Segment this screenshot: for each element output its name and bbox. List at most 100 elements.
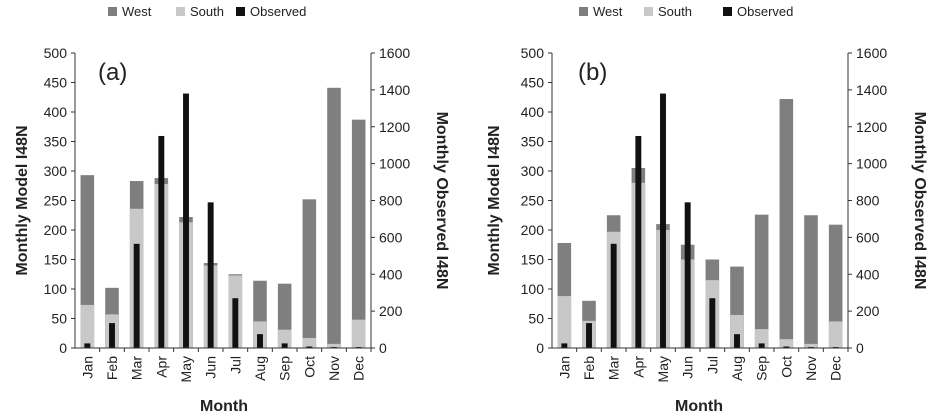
bar-west xyxy=(351,119,366,348)
y2-tick-label: 600 xyxy=(856,229,880,245)
x-tick-label: Apr xyxy=(153,356,169,378)
x-tick-label: Sep xyxy=(754,356,770,381)
bar-south xyxy=(754,329,769,348)
bar-observed xyxy=(758,343,765,348)
x-tick-label: Nov xyxy=(803,356,819,381)
legend-label-observed: Observed xyxy=(250,4,306,19)
x-tick-label: Aug xyxy=(252,356,268,381)
y-tick-label: 300 xyxy=(44,163,68,179)
y-tick-label: 150 xyxy=(521,252,545,268)
y2-tick-label: 1200 xyxy=(379,119,410,135)
chart-panel-b: West South Observed (b) 0 50 100 150 200 250 300 35… xyxy=(486,4,928,415)
y-tick-label: 400 xyxy=(521,104,545,120)
bar-south xyxy=(302,337,317,348)
y2-tick-label: 1000 xyxy=(379,156,410,172)
bar-west xyxy=(779,99,794,349)
y-tick-label: 50 xyxy=(528,311,544,327)
x-tick-label: Dec xyxy=(828,356,844,381)
bar-observed xyxy=(635,135,642,348)
bar-south xyxy=(557,296,572,348)
bar-observed xyxy=(709,298,716,348)
y-tick-label: 450 xyxy=(44,75,68,91)
x-axis-title: Month xyxy=(200,398,248,415)
y-tick-label: 200 xyxy=(521,222,545,238)
bar-observed xyxy=(684,202,691,348)
y2-tick-label: 1400 xyxy=(379,82,410,98)
bar-observed xyxy=(183,93,189,348)
y-tick-label: 500 xyxy=(521,45,545,61)
x-tick-label: May xyxy=(655,356,671,382)
x-tick-label: Jun xyxy=(680,356,696,379)
x-tick-label: Sep xyxy=(277,356,293,381)
legend-swatch-west xyxy=(579,7,588,16)
y-axis-title: Monthly Model I48N xyxy=(14,125,31,275)
y2-tick-label: 400 xyxy=(856,266,880,282)
y2-axis-title: Monthly Observed I48N xyxy=(911,112,928,290)
y-tick-label: 350 xyxy=(521,134,545,150)
y2-axis-title: Monthly Observed I48N xyxy=(433,112,450,290)
y2-tick-label: 0 xyxy=(856,340,864,356)
y2-tick-label: 1600 xyxy=(379,45,410,61)
bar-south xyxy=(730,314,744,348)
bar-observed xyxy=(133,243,140,348)
y-tick-label: 0 xyxy=(536,340,544,356)
x-tick-label: Jun xyxy=(203,356,219,379)
bar-south xyxy=(327,343,341,348)
x-tick-label: Feb xyxy=(104,356,120,380)
y2-tick-label: 1000 xyxy=(856,156,887,172)
bar-observed xyxy=(257,334,263,348)
bar-south xyxy=(828,321,843,348)
bar-west xyxy=(754,214,769,348)
legend-label-observed: Observed xyxy=(737,4,793,19)
y-tick-label: 400 xyxy=(44,104,68,120)
x-tick-label: Mar xyxy=(606,356,622,380)
chart-panel-a: West South Observed (a) 0 50 100 150 200 250 300 35… xyxy=(14,4,450,415)
y-tick-label: 350 xyxy=(44,134,68,150)
legend-label-south: South xyxy=(190,4,224,19)
bar-south xyxy=(779,339,794,348)
y-tick-label: 50 xyxy=(51,311,67,327)
panel-label: (b) xyxy=(578,59,607,86)
y-tick-label: 0 xyxy=(59,340,67,356)
x-axis-title: Month xyxy=(675,398,723,415)
panel-label: (a) xyxy=(98,59,127,86)
x-tick-label: Jan xyxy=(79,356,95,379)
legend-label-south: South xyxy=(658,4,692,19)
x-tick-label: Jul xyxy=(227,356,243,374)
y-tick-label: 300 xyxy=(521,163,545,179)
y2-tick-label: 200 xyxy=(856,303,880,319)
bar-south xyxy=(804,343,818,348)
y-tick-label: 100 xyxy=(44,281,68,297)
bar-west xyxy=(828,224,843,348)
y-tick-label: 250 xyxy=(44,193,68,209)
y-tick-label: 500 xyxy=(44,45,68,61)
bar-south xyxy=(277,329,292,348)
legend-swatch-south xyxy=(644,7,653,16)
y2-tick-label: 400 xyxy=(379,266,403,282)
x-tick-label: Mar xyxy=(129,356,145,380)
x-tick-label: Nov xyxy=(326,356,342,381)
bar-observed xyxy=(158,135,165,348)
bar-observed xyxy=(734,334,740,348)
legend-swatch-west xyxy=(108,7,117,16)
bar-observed xyxy=(281,343,288,348)
bar-west xyxy=(804,215,818,348)
bar-observed xyxy=(109,323,115,348)
bar-observed xyxy=(660,93,666,348)
x-tick-label: Oct xyxy=(301,356,317,378)
legend-label-west: West xyxy=(593,4,623,19)
x-tick-label: Oct xyxy=(778,356,794,378)
bar-south xyxy=(80,304,95,348)
y2-tick-label: 0 xyxy=(379,340,387,356)
legend-swatch-south xyxy=(176,7,185,16)
bar-south xyxy=(351,319,366,348)
bar-west xyxy=(80,175,95,348)
bar-west xyxy=(327,87,341,348)
y-tick-label: 200 xyxy=(44,222,68,238)
bar-observed xyxy=(84,343,91,348)
y2-tick-label: 600 xyxy=(379,229,403,245)
x-tick-label: Dec xyxy=(351,356,367,381)
bar-observed xyxy=(586,323,592,348)
bar-observed xyxy=(783,346,790,348)
